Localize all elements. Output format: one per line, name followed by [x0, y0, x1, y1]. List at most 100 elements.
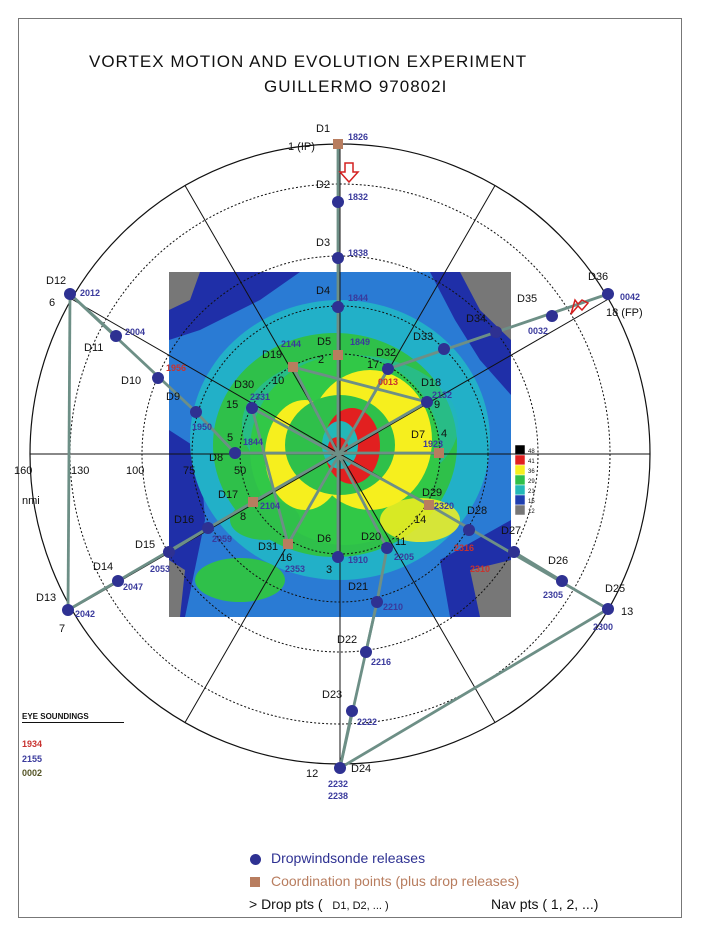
track-segment	[67, 500, 254, 612]
track-segment	[66, 293, 72, 611]
drop-point-id: D5	[317, 336, 331, 348]
drop-point-marker	[332, 252, 344, 264]
track-segment	[375, 547, 389, 603]
nav-point-number: 16	[280, 552, 292, 564]
release-time: 2053	[150, 564, 170, 574]
drop-point-id: D23	[322, 689, 342, 701]
drop-point-marker	[346, 705, 358, 717]
range-label: 160	[14, 465, 32, 477]
drop-point-id: D34	[466, 313, 486, 325]
release-time: 2353	[285, 564, 305, 574]
drop-point-id: D35	[517, 293, 537, 305]
nav-point-number: 15	[226, 399, 238, 411]
drop-point-marker	[602, 288, 614, 300]
drop-point-marker	[556, 575, 568, 587]
drop-point-marker	[371, 596, 383, 608]
release-time: 2047	[123, 582, 143, 592]
nav-point-number: 9	[434, 399, 440, 411]
release-time: 2331	[250, 392, 270, 402]
start-direction-arrow	[338, 162, 360, 184]
release-time: 0013	[378, 377, 398, 387]
drop-point-marker	[62, 604, 74, 616]
release-time: 1950	[192, 422, 212, 432]
track-segment	[339, 607, 609, 770]
nav-point-number: 5	[227, 432, 233, 444]
scale-swatch	[514, 504, 526, 516]
track-segment	[338, 710, 354, 769]
release-time: 1844	[243, 437, 263, 447]
flight-track	[66, 144, 609, 770]
drop-point-id: D14	[93, 561, 113, 573]
nav-point-number: 17	[367, 359, 379, 371]
eye-sounding-time: 1934	[22, 739, 43, 749]
legend-drop: Dropwindsonde releases	[250, 850, 425, 866]
drop-point-marker	[602, 603, 614, 615]
drop-point-marker	[382, 363, 394, 375]
page-frame	[18, 18, 682, 918]
scale-swatch	[514, 464, 526, 476]
drop-point-id: D6	[317, 533, 331, 545]
drop-point-id: D13	[36, 592, 56, 604]
track-segment	[168, 526, 209, 554]
release-time: 0032	[528, 326, 548, 336]
scale-label: 12	[528, 509, 535, 515]
coordination-point-marker	[333, 350, 343, 360]
drop-point-marker	[334, 762, 346, 774]
legend-drop-points: > Drop pts ( D1, D2, ... )	[249, 896, 389, 912]
drop-point-marker	[546, 310, 558, 322]
range-label: 100	[126, 465, 144, 477]
drop-point-marker	[110, 330, 122, 342]
drop-point-id: D1	[316, 123, 330, 135]
scale-label: 21	[528, 489, 535, 495]
scale-label: 29	[528, 479, 535, 485]
drop-point-id: D21	[348, 581, 368, 593]
eye-soundings-heading: EYE SOUNDINGS	[22, 712, 124, 723]
release-time: 2132	[432, 390, 452, 400]
track-segment	[428, 503, 609, 611]
release-time: 2305	[543, 590, 563, 600]
nav-point-number: 8	[240, 511, 246, 523]
drop-point-marker	[490, 326, 502, 338]
release-time: 2042	[75, 609, 95, 619]
drop-point-marker	[64, 288, 76, 300]
nav-point-number: 18 (FP)	[606, 307, 643, 319]
legend-coordination-label: Coordination points (plus drop releases)	[271, 873, 520, 889]
direction-arrows	[338, 162, 590, 315]
drop-point-id: D16	[174, 514, 194, 526]
drop-point-id: D12	[46, 275, 66, 287]
coordination-point-marker	[248, 497, 258, 507]
legend-nav-points: Nav pts ( 1, 2, ...)	[491, 896, 599, 912]
release-time: 1849	[350, 337, 370, 347]
nav-point-number: 4	[441, 428, 447, 440]
scale-label: 36	[528, 469, 535, 475]
drop-point-marker	[332, 551, 344, 563]
drop-point-id: D15	[135, 539, 155, 551]
nav-point-number: 6	[49, 297, 55, 309]
range-label: 130	[71, 465, 89, 477]
range-label: nmi	[22, 495, 40, 507]
drop-point-id: D27	[501, 525, 521, 537]
drop-point-id: D8	[209, 452, 223, 464]
track-segment	[513, 550, 563, 583]
track-segment	[364, 601, 379, 653]
release-time: 2320	[434, 501, 454, 511]
legend-drop-pts-label: > Drop pts (	[249, 896, 323, 912]
coordination-point-marker	[434, 448, 444, 458]
scale-label: 41	[528, 459, 535, 465]
drop-point-marker	[163, 546, 175, 558]
drop-point-id: D24	[351, 763, 371, 775]
drop-point-marker	[421, 396, 433, 408]
release-time: 2012	[80, 288, 100, 298]
scale-swatch	[514, 454, 526, 466]
drop-point-id: D7	[411, 429, 425, 441]
scale-swatch	[514, 494, 526, 506]
drop-marker-icon	[250, 853, 261, 865]
coordination-marker-icon	[250, 877, 260, 888]
drop-point-id: D9	[166, 391, 180, 403]
track-segment	[250, 407, 290, 545]
release-time: 1844	[348, 293, 368, 303]
drop-point-id: D4	[316, 285, 330, 297]
nav-point-number: 14	[414, 514, 426, 526]
